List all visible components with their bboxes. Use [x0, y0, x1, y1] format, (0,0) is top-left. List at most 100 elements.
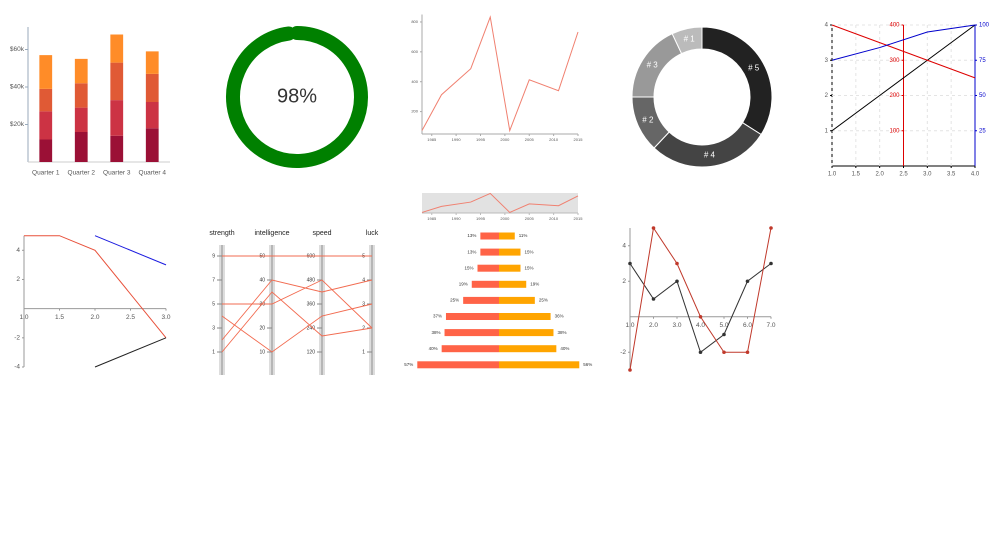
point	[745, 350, 750, 355]
bar	[499, 296, 535, 304]
dimension-label: speed	[312, 230, 331, 237]
x-tick-label: 1.5	[55, 314, 64, 321]
gauge-label: 98%	[277, 85, 317, 107]
bar	[480, 232, 499, 240]
bar-label: 40%	[429, 346, 438, 351]
bar-segment	[110, 62, 124, 101]
slice-label: # 3	[647, 60, 659, 69]
x-tick-label: 2005	[525, 216, 535, 221]
x-tick-label: 2000	[500, 137, 510, 142]
y-tick-label: 2	[16, 276, 20, 283]
axis-tick-label: 3	[212, 325, 215, 331]
bar-label: 15%	[525, 249, 534, 254]
bar-label: 38%	[557, 330, 566, 335]
dimension-label: strength	[209, 230, 234, 237]
axis-tick-label: 9	[212, 253, 215, 259]
x-tick-label: 1985	[427, 137, 437, 142]
y-tick-label: -4	[14, 364, 20, 371]
bar-segment	[39, 139, 53, 162]
bar-label: 38%	[432, 330, 441, 335]
series-line	[421, 15, 579, 133]
bar	[477, 264, 499, 272]
axis-tick-label: 120	[307, 349, 316, 355]
series-line	[94, 337, 167, 368]
x-tick-label: 2.0	[875, 172, 884, 178]
bar	[499, 248, 521, 256]
x-tick-label: Quarter 1	[32, 170, 60, 177]
x-tick-label: 5.0	[719, 322, 728, 329]
y2-tick-label: 400	[889, 23, 900, 29]
y3-tick-label: 100	[979, 23, 990, 29]
bar-segment	[74, 58, 88, 84]
bar	[499, 232, 515, 240]
bar-label: 25%	[450, 298, 459, 303]
y-tick-label: 600	[411, 49, 418, 54]
bar-segment	[110, 100, 124, 136]
bar-label: 11%	[519, 233, 528, 238]
slice-label: # 5	[748, 64, 760, 73]
bar	[441, 345, 499, 353]
axis-tick-label: 1	[362, 349, 365, 355]
bar-label: 15%	[464, 265, 473, 270]
y-tick-label: 3	[825, 58, 829, 64]
bar-segment	[39, 111, 53, 140]
axis-tick-label: 40	[259, 277, 265, 283]
y2-tick-label: 100	[889, 128, 900, 134]
axis-tick-label: 1	[212, 349, 215, 355]
x-tick-label: Quarter 2	[68, 170, 96, 177]
x-tick-label: 1.5	[852, 172, 861, 178]
x-tick-label: Quarter 4	[139, 170, 167, 177]
x-tick-label: 1995	[476, 216, 486, 221]
y3-tick-label: 25	[979, 128, 986, 134]
y-tick-label: 4	[622, 242, 626, 249]
bar	[499, 280, 527, 288]
y-tick-label: -2	[14, 335, 20, 342]
bar-segment	[39, 55, 53, 89]
point	[628, 368, 632, 372]
gauge-arc	[226, 26, 368, 168]
x-tick-label: 3.5	[947, 172, 956, 178]
record-line	[221, 279, 373, 341]
bar-label: 36%	[555, 314, 564, 319]
x-tick-label: 2010	[549, 216, 559, 221]
bar	[471, 280, 499, 288]
point	[698, 350, 703, 355]
dimension-label: luck	[366, 230, 379, 237]
point	[722, 332, 726, 337]
y-tick-label: 400	[411, 79, 418, 84]
point	[675, 279, 679, 284]
y3-tick-label: 75	[979, 58, 986, 64]
y-tick-label: 800	[411, 19, 418, 24]
x-tick-label: 3.0	[161, 314, 170, 321]
record-line	[221, 291, 373, 353]
x-tick-label: 2.0	[90, 314, 99, 321]
x-tick-label: 4.0	[696, 322, 705, 329]
y-tick-label: 2	[622, 278, 626, 285]
axis-tick-label: 7	[212, 277, 215, 283]
y-tick-label: 4	[825, 23, 829, 29]
bar-label: 13%	[467, 249, 476, 254]
axis-tick-label: 2	[362, 325, 365, 331]
y3-tick-label: 50	[979, 93, 986, 99]
dimension-label: intelligence	[254, 230, 289, 237]
bar-label: 56%	[583, 362, 592, 367]
series-line	[831, 24, 976, 132]
x-tick-label: Quarter 3	[103, 170, 131, 177]
x-tick-label: 2.5	[899, 172, 908, 178]
bar	[417, 361, 499, 369]
bar-segment	[110, 34, 124, 63]
series-line	[94, 235, 167, 266]
x-tick-label: 2.0	[649, 322, 658, 329]
bar-segment	[110, 135, 124, 162]
bar-label: 57%	[404, 362, 413, 367]
point	[675, 261, 679, 266]
bar-label: 37%	[433, 314, 442, 319]
axis-tick-label: 20	[259, 325, 265, 331]
bar-segment	[145, 128, 159, 162]
y2-tick-label: 300	[889, 58, 900, 64]
x-tick-label: 4.0	[971, 172, 980, 178]
bar-label: 19%	[530, 281, 539, 286]
